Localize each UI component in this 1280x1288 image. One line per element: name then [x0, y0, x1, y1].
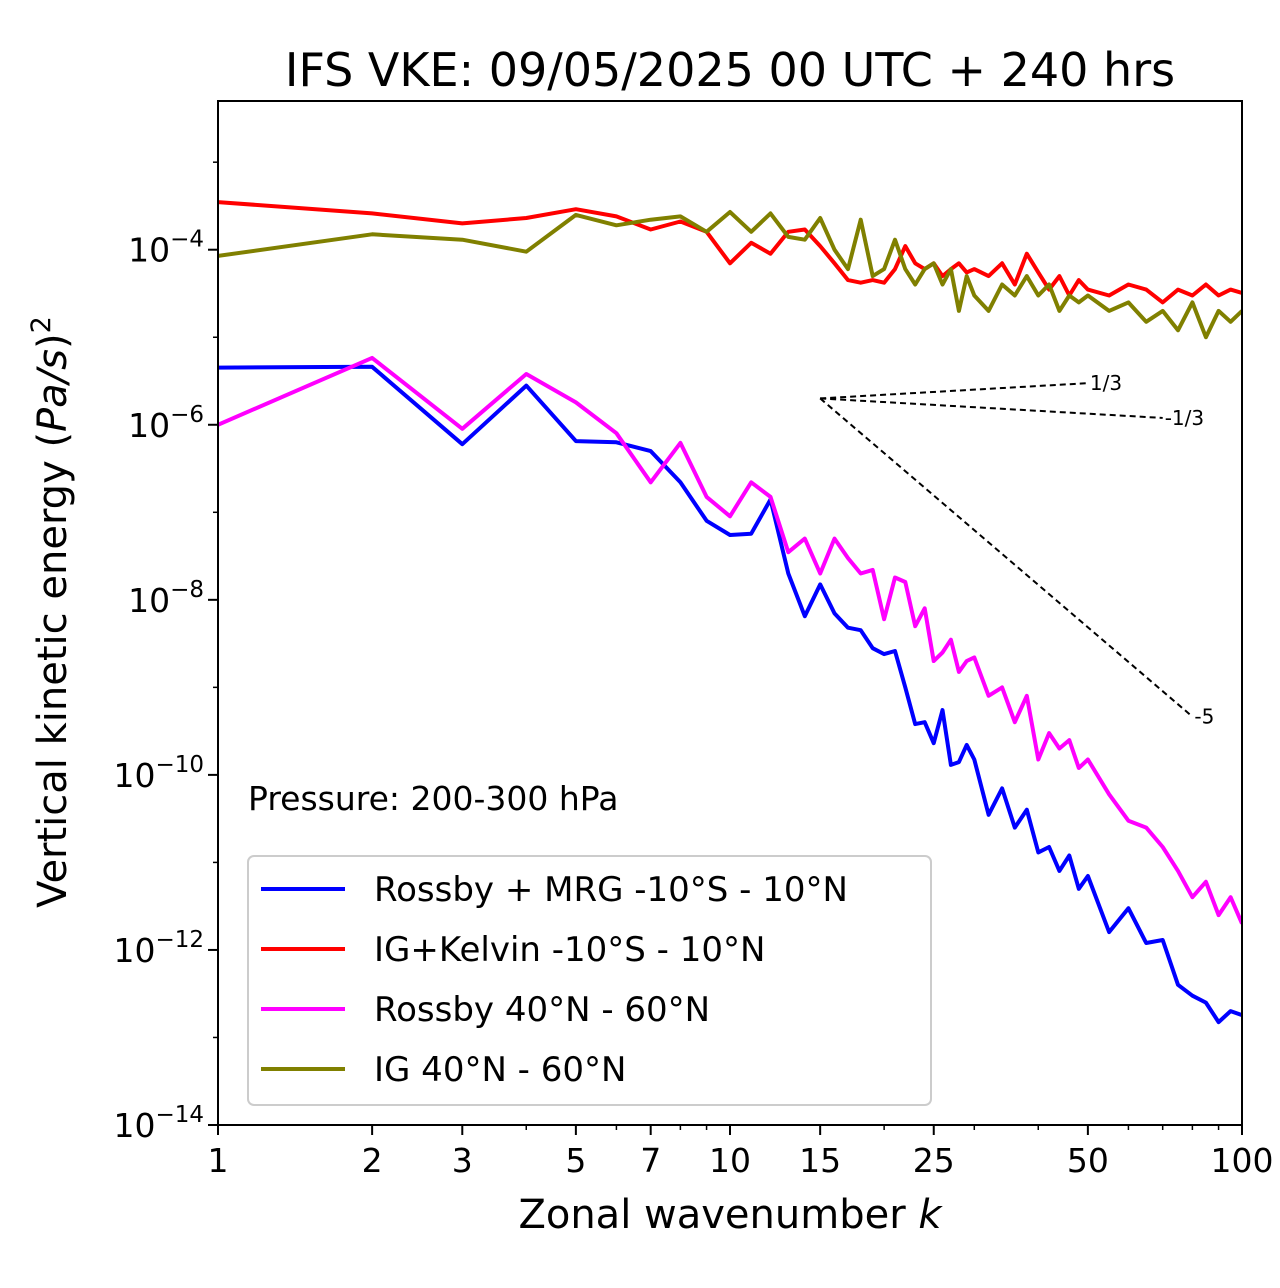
- x-tick-label: 5: [565, 1141, 586, 1180]
- series-line-2: [218, 355, 1242, 925]
- legend-entry: Rossby 40°N - 60°N: [374, 990, 710, 1030]
- legend-entry: Rossby + MRG -10°S - 10°N: [374, 870, 848, 910]
- legend-box: [247, 855, 932, 1106]
- x-tick-label: 10: [709, 1141, 751, 1180]
- x-tick-label: 7: [640, 1141, 661, 1180]
- plot-area: 1/3 -1/3 -5: [218, 200, 1242, 1025]
- y-tick-label: 10−14: [113, 1102, 204, 1145]
- reference-slope-line: [820, 397, 1163, 419]
- reference-slope-label: 1/3: [1090, 371, 1122, 395]
- axes: 1 2 3 5 7 10 15 25 50 100 10−14 10−12 10−10 10−8 10−6 1…: [113, 100, 1274, 1180]
- x-tick-label: 25: [913, 1141, 955, 1180]
- y-tick-label: 10−10: [113, 752, 204, 795]
- series-line-1: [218, 200, 1242, 305]
- reference-slope-label: -1/3: [1165, 406, 1204, 430]
- y-axis-label: Vertical kinetic energy (Pa/s)2: [26, 316, 76, 908]
- y-tick-label: 10−12: [113, 927, 204, 970]
- x-tick-label: 2: [362, 1141, 383, 1180]
- legend: Rossby + MRG -10°S - 10°N IG+Kelvin -10°S…: [247, 855, 932, 1106]
- chart-title: IFS VKE: 09/05/2025 00 UTC + 240 hrs: [285, 43, 1175, 97]
- legend-entry: IG+Kelvin -10°S - 10°N: [374, 930, 765, 970]
- x-axis-label: Zonal wavenumber k: [518, 1192, 943, 1238]
- reference-slope-line: [819, 397, 1194, 718]
- y-tick-label: 10−4: [128, 227, 204, 270]
- reference-slope-label: -5: [1194, 705, 1214, 729]
- series-group: [218, 200, 1242, 1025]
- x-tick-label: 1: [208, 1141, 229, 1180]
- x-tick-label: 15: [799, 1141, 841, 1180]
- x-tick-label: 100: [1211, 1141, 1274, 1180]
- series-line-0: [218, 364, 1242, 1025]
- y-tick-label: 10−6: [128, 402, 204, 445]
- x-tick-label: 3: [452, 1141, 473, 1180]
- pressure-annotation: Pressure: 200-300 hPa: [248, 779, 618, 818]
- y-tick-label: 10−8: [128, 577, 204, 620]
- legend-entry: IG 40°N - 60°N: [374, 1050, 626, 1090]
- series-line-3: [218, 210, 1242, 340]
- x-tick-label: 50: [1067, 1141, 1109, 1180]
- reference-slope-line: [820, 382, 1088, 400]
